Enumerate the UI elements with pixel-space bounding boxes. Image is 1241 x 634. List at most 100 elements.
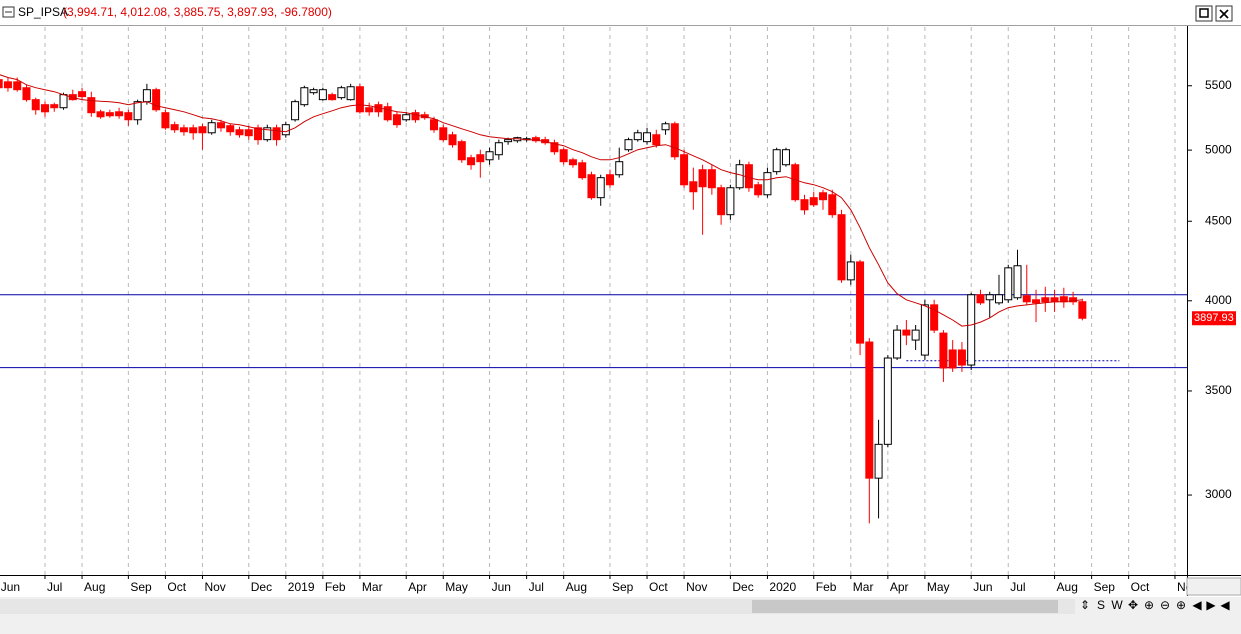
candle-body	[235, 129, 244, 136]
toolbar-button[interactable]: ✥	[1128, 598, 1138, 612]
candle-body	[300, 87, 309, 106]
y-tick-label: 4000	[1205, 293, 1232, 307]
maximize-glyph	[1199, 8, 1209, 18]
close-glyph	[1219, 9, 1229, 19]
candle-body	[856, 261, 865, 344]
y-tick-label: 5000	[1205, 142, 1232, 156]
candle-body	[476, 154, 485, 163]
candle-body	[272, 127, 281, 141]
candle-body	[800, 199, 809, 211]
y-tick-label: 4500	[1205, 213, 1232, 227]
candle-body	[930, 304, 939, 331]
candle-body	[680, 154, 689, 186]
candle-body	[1078, 301, 1087, 319]
candle-body	[698, 169, 707, 188]
title-bar	[0, 0, 1241, 25]
candle-body	[744, 164, 753, 189]
candle-body	[735, 164, 744, 189]
candle-body	[568, 159, 577, 166]
candle-body	[550, 142, 559, 153]
candle-body	[494, 142, 503, 156]
x-tick-label: Dec	[251, 580, 272, 594]
candle-body	[763, 172, 772, 196]
x-tick-label: Oct	[167, 580, 186, 594]
y-tick-label: 3500	[1205, 383, 1232, 397]
candle-body	[291, 101, 300, 121]
candle-body	[207, 122, 216, 134]
candle-body	[1022, 295, 1031, 303]
x-tick-label: Aug	[1057, 580, 1078, 594]
candle-body	[216, 122, 225, 129]
toolbar-button[interactable]: ◀	[1192, 598, 1202, 612]
axis-corner	[1186, 577, 1241, 596]
candle-body	[142, 89, 151, 103]
x-tick-label: Sep	[1094, 580, 1116, 594]
toolbar-button[interactable]: S	[1097, 598, 1105, 612]
x-tick-label: Nov	[204, 580, 225, 594]
x-tick-label: Jul	[529, 580, 544, 594]
x-tick-label: Nov	[686, 580, 707, 594]
last-price-label: 3897.93	[1194, 312, 1234, 324]
candle-body	[689, 181, 698, 193]
candle-body	[1041, 297, 1050, 303]
toolbar-button[interactable]: ⊖	[1160, 598, 1170, 612]
x-tick-label: 2019	[288, 580, 315, 594]
candle-body	[281, 124, 290, 136]
candle-body	[652, 134, 661, 146]
candle-body	[967, 294, 976, 366]
toolbar-button[interactable]: ⊕	[1144, 598, 1154, 612]
candle-body	[781, 149, 790, 166]
toolbar-button[interactable]: ⊕	[1176, 598, 1186, 612]
last-price-tag	[1192, 311, 1236, 326]
candle-body	[254, 127, 263, 141]
candle-body	[411, 112, 420, 121]
candle-body	[383, 106, 392, 121]
candle-body	[3, 81, 12, 89]
x-tick-label: May	[445, 580, 468, 594]
scrollbar-thumb[interactable]	[752, 600, 1058, 613]
toolbar-button[interactable]: W	[1111, 598, 1123, 612]
candle-body	[1069, 297, 1078, 303]
candle-body	[578, 162, 587, 179]
toolbar-button[interactable]: ▶	[1206, 598, 1216, 612]
candle-body	[96, 111, 105, 118]
candle-body	[78, 91, 87, 98]
candle-body	[754, 184, 763, 196]
candle-body	[1004, 267, 1013, 301]
candle-body	[819, 192, 828, 201]
candle-body	[791, 164, 800, 201]
candle-body	[337, 87, 346, 99]
candle-body	[13, 81, 22, 91]
candle-body	[170, 124, 179, 131]
toolbar-button[interactable]: ◀	[1220, 598, 1230, 612]
x-tick-label: Oct	[649, 580, 668, 594]
candle-body	[726, 187, 735, 216]
candle-body	[133, 101, 142, 121]
candle-body	[0, 79, 3, 89]
candle-body	[605, 174, 614, 186]
x-tick-label: Mar	[853, 580, 874, 594]
candle-body	[318, 89, 327, 101]
candle-body	[994, 294, 1003, 304]
x-tick-label: Apr	[890, 580, 909, 594]
candle-body	[670, 123, 679, 158]
candle-body	[87, 97, 96, 114]
candle-body	[717, 187, 726, 216]
candle-body	[448, 134, 457, 146]
candle-body	[1032, 299, 1041, 304]
candle-body	[772, 149, 781, 173]
candle-body	[152, 89, 161, 111]
toolbar-button[interactable]: ⇕	[1080, 598, 1090, 612]
candle-body	[707, 169, 716, 189]
candle-body	[633, 132, 642, 141]
candle-body	[1013, 265, 1022, 299]
x-tick-label: Sep	[130, 580, 152, 594]
candle-body	[865, 341, 874, 479]
x-tick-label: Aug	[84, 580, 105, 594]
candle-body	[939, 332, 948, 369]
candle-body	[189, 127, 198, 134]
candle-body	[457, 141, 466, 161]
candle-body	[874, 443, 883, 479]
